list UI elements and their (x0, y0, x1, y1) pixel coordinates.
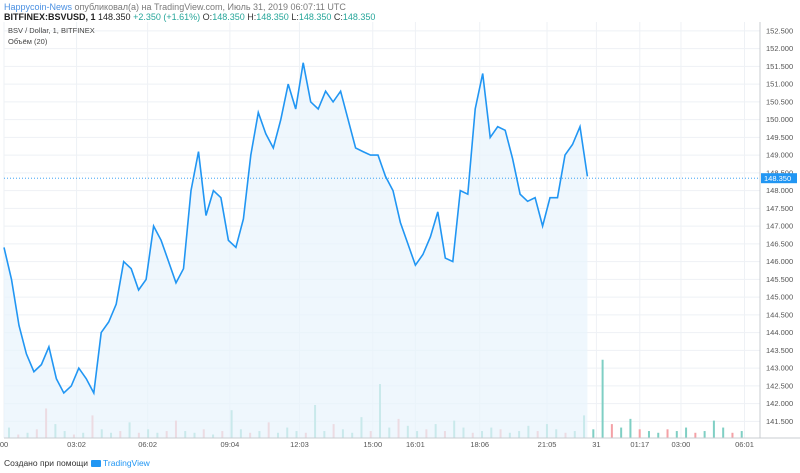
high-value: 148.350 (256, 12, 289, 22)
y-tick-label: 149.000 (766, 151, 793, 160)
price-axis[interactable]: 141.500 142.000 142.500 143.000 143.500 144.0… (759, 22, 797, 438)
x-tick-label: 15:00 (363, 440, 382, 449)
current-price-tag (761, 173, 797, 184)
y-tick-label: 146.000 (766, 257, 793, 266)
x-tick-label: 00 (0, 440, 8, 449)
x-tick-label: 18:06 (470, 440, 489, 449)
x-tick-label: 03:00 (672, 440, 691, 449)
y-tick-label: 144.500 (766, 310, 793, 319)
price-line (3, 62, 589, 396)
y-tick-label: 150.500 (766, 97, 793, 106)
author-link[interactable]: Happycoin-News (4, 2, 73, 12)
x-tick-label: 16:01 (406, 440, 425, 449)
price-area (4, 62, 588, 439)
volume-bar (647, 431, 650, 438)
x-tick-label: 06:02 (138, 440, 157, 449)
y-tick-label: 152.500 (766, 26, 793, 35)
volume-legend: Объём (20) (8, 37, 48, 46)
current-price-label: 148.350 (764, 174, 791, 183)
y-tick-label: 142.500 (766, 381, 793, 390)
publish-info: Happycoin-News опубликовал(а) на Trading… (4, 2, 346, 12)
high-label: H: (247, 12, 257, 22)
last-price: 148.350 (98, 12, 131, 22)
x-tick-label: 09:04 (221, 440, 240, 449)
symbol-info-bar: BITFINEX:BSVUSD, 1 148.350 +2.350 (+1.61… (4, 12, 375, 22)
y-tick-label: 141.500 (766, 417, 793, 426)
volume-bar (712, 420, 715, 438)
low-label: L: (291, 12, 299, 22)
volume-bar (703, 431, 706, 438)
x-tick-label: 03:02 (67, 440, 86, 449)
y-tick-label: 142.000 (766, 399, 793, 408)
y-tick-label: 148.000 (766, 186, 793, 195)
volume-bar (601, 359, 604, 438)
y-tick-label: 144.000 (766, 328, 793, 337)
x-tick-label: 21:05 (538, 440, 557, 449)
volume-bar (675, 431, 678, 438)
y-tick-label: 151.500 (766, 62, 793, 71)
y-tick-label: 151.000 (766, 80, 793, 89)
x-tick-label: 01:17 (630, 440, 649, 449)
y-tick-label: 149.500 (766, 133, 793, 142)
y-tick-label: 143.500 (766, 346, 793, 355)
x-tick-label: 31 (592, 440, 600, 449)
volume-bar (592, 429, 595, 438)
symbol-name: BITFINEX:BSVUSD, 1 (4, 12, 96, 22)
open-label: O: (202, 12, 213, 22)
volume-bar (666, 429, 669, 438)
volume-bar (685, 427, 688, 438)
volume-bar (731, 432, 734, 438)
y-tick-label: 150.000 (766, 115, 793, 124)
x-tick-label: 06:01 (735, 440, 754, 449)
y-tick-label: 145.500 (766, 275, 793, 284)
volume-bar (740, 431, 743, 438)
y-tick-label: 143.000 (766, 364, 793, 373)
tradingview-link[interactable]: TradingView (103, 458, 150, 468)
volume-bar (638, 429, 641, 438)
y-tick-label: 147.500 (766, 204, 793, 213)
volume-bar (610, 424, 613, 438)
chart-title: BSV / Dollar, 1, BITFINEX (8, 26, 95, 35)
footer: Создано при помощи TradingView (4, 458, 150, 468)
created-with-text: Создано при помощи (4, 458, 89, 468)
y-tick-label: 146.500 (766, 239, 793, 248)
tradingview-logo-icon (91, 459, 102, 467)
volume-bar (722, 427, 725, 438)
open-value: 148.350 (212, 12, 245, 22)
published-text: опубликовал(а) на TradingView.com, Июль … (74, 2, 346, 12)
time-axis[interactable]: 00 03:02 06:02 09:04 12:03 15:00 16:01 18:06 21:… (0, 437, 800, 449)
low-value: 148.350 (298, 12, 332, 22)
close-label: C: (333, 12, 343, 22)
y-tick-label: 145.000 (766, 293, 793, 302)
x-tick-label: 12:03 (290, 440, 309, 449)
volume-bar (629, 418, 632, 438)
y-tick-label: 152.000 (766, 44, 793, 53)
y-tick-label: 147.000 (766, 222, 793, 231)
y-tick-label: 148.500 (766, 168, 793, 177)
price-chart[interactable]: 141.500 142.000 142.500 143.000 143.500 144.0… (0, 22, 800, 456)
close-value: 148.350 (342, 12, 376, 22)
volume-bar (694, 432, 697, 438)
price-change: +2.350 (+1.61%) (133, 12, 201, 22)
volume-bar (657, 432, 660, 438)
volume-bar (620, 427, 623, 438)
